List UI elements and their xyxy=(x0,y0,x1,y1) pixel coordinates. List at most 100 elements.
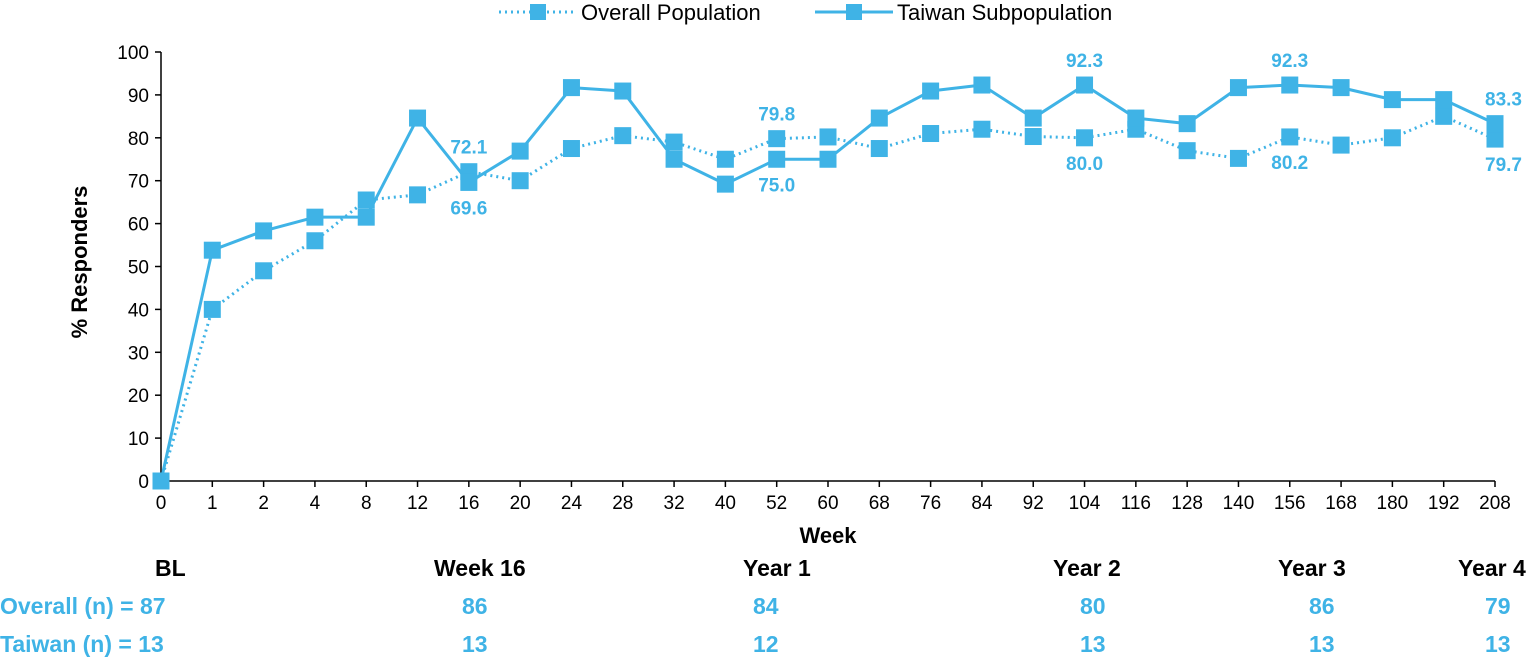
y-tick-label: 20 xyxy=(128,386,149,407)
x-tick-label: 180 xyxy=(1377,493,1409,514)
taiwan-point xyxy=(255,222,273,240)
overall-point xyxy=(1281,128,1299,146)
n-header-year1: Year 1 xyxy=(743,555,811,581)
legend: Overall Population Taiwan Subpopulation xyxy=(499,0,1112,25)
overall-point xyxy=(255,262,273,280)
x-tick-label: 168 xyxy=(1325,493,1357,514)
y-tick-label: 40 xyxy=(128,300,149,321)
taiwan-point xyxy=(665,150,683,168)
taiwan-point xyxy=(562,79,580,97)
legend-taiwan-marker xyxy=(846,4,862,20)
taiwan-point xyxy=(1127,109,1145,127)
overall-point xyxy=(1076,129,1094,147)
y-tick-label: 30 xyxy=(128,343,149,364)
x-tick-label: 24 xyxy=(561,493,583,514)
data-label: 75.0 xyxy=(758,175,795,196)
x-tick-label: 20 xyxy=(510,493,531,514)
n-taiwan-year3: 13 xyxy=(1309,631,1335,657)
data-label: 72.1 xyxy=(450,138,487,159)
n-taiwan-label: Taiwan (n) = 13 xyxy=(0,631,164,657)
x-tick-label: 140 xyxy=(1223,493,1255,514)
legend-overall-marker xyxy=(530,4,546,20)
taiwan-point xyxy=(357,208,375,226)
taiwan-point xyxy=(1229,79,1247,97)
overall-point xyxy=(409,186,427,204)
taiwan-point xyxy=(152,472,170,490)
data-label: 79.8 xyxy=(758,105,795,126)
data-label: 69.6 xyxy=(450,198,487,219)
x-tick-label: 192 xyxy=(1428,493,1460,514)
taiwan-point xyxy=(1076,76,1094,94)
overall-point xyxy=(1486,130,1504,148)
x-tick-label: 116 xyxy=(1121,493,1151,514)
overall-point xyxy=(922,125,940,143)
y-tick-label: 0 xyxy=(138,472,149,493)
n-overall-label: Overall (n) = 87 xyxy=(0,593,166,619)
x-tick-label: 40 xyxy=(715,493,736,514)
x-tick-label: 68 xyxy=(869,493,890,514)
x-tick-label: 16 xyxy=(458,493,479,514)
x-tick-label: 2 xyxy=(258,493,269,514)
n-header-week16: Week 16 xyxy=(434,555,526,581)
taiwan-point xyxy=(1178,115,1196,133)
x-tick-label: 12 xyxy=(407,493,428,514)
overall-point xyxy=(665,133,683,151)
n-taiwan-year4: 13 xyxy=(1485,631,1511,657)
taiwan-point xyxy=(716,175,734,193)
data-label: 92.3 xyxy=(1066,51,1103,72)
n-overall-year3: 86 xyxy=(1309,593,1335,619)
n-header-year3: Year 3 xyxy=(1278,555,1346,581)
taiwan-point xyxy=(1383,91,1401,109)
y-axis-title: % Responders xyxy=(67,186,92,339)
taiwan-point xyxy=(870,109,888,127)
y-tick-label: 100 xyxy=(117,43,149,64)
x-tick-label: 104 xyxy=(1069,493,1101,514)
overall-point xyxy=(306,232,324,250)
overall-point xyxy=(511,172,529,190)
x-tick-label: 28 xyxy=(612,493,633,514)
n-taiwan-week16: 13 xyxy=(462,631,488,657)
x-tick-label: 76 xyxy=(920,493,941,514)
overall-point xyxy=(1229,149,1247,167)
taiwan-point xyxy=(460,173,478,191)
x-tick-label: 52 xyxy=(766,493,787,514)
responder-line-chart: Overall Population Taiwan Subpopulation … xyxy=(67,0,1522,548)
overall-point xyxy=(819,128,837,146)
taiwan-point xyxy=(1024,109,1042,127)
y-tick-label: 50 xyxy=(128,258,149,279)
x-tick-label: 1 xyxy=(207,493,218,514)
n-header-bl: BL xyxy=(155,555,186,581)
overall-point xyxy=(870,140,888,158)
x-tick-label: 92 xyxy=(1023,493,1044,514)
x-tick-label: 84 xyxy=(971,493,993,514)
n-header-year2: Year 2 xyxy=(1053,555,1121,581)
overall-point xyxy=(1383,129,1401,147)
overall-point xyxy=(614,127,632,145)
x-tick-label: 208 xyxy=(1479,493,1511,514)
n-header-year4: Year 4 xyxy=(1458,555,1526,581)
x-tick-label: 156 xyxy=(1274,493,1306,514)
n-overall-year2: 80 xyxy=(1080,593,1106,619)
overall-point xyxy=(1332,136,1350,154)
overall-point xyxy=(1435,107,1453,125)
taiwan-point xyxy=(409,109,427,127)
y-tick-label: 60 xyxy=(128,215,149,236)
data-labels: 72.1 69.6 79.8 75.0 92.3 80.0 92.3 80.2 83.3 79.7 xyxy=(450,51,1522,219)
overall-point xyxy=(768,130,786,148)
overall-point xyxy=(716,150,734,168)
overall-point xyxy=(1178,142,1196,160)
overall-point xyxy=(1024,128,1042,146)
taiwan-point xyxy=(1332,79,1350,97)
taiwan-point xyxy=(819,150,837,168)
x-tick-label: 8 xyxy=(361,493,372,514)
overall-point xyxy=(562,140,580,158)
y-tick-label: 10 xyxy=(128,429,149,450)
taiwan-point xyxy=(768,150,786,168)
y-ticks: 0 10 20 30 40 50 60 70 80 90 100 xyxy=(117,43,161,493)
x-tick-label: 0 xyxy=(156,493,167,514)
data-label: 80.2 xyxy=(1271,153,1308,174)
x-ticks: 0 1 2 4 8 12 16 20 24 28 32 40 52 60 68 76 84 92 104 116 128… xyxy=(156,481,1511,514)
taiwan-point xyxy=(922,82,940,100)
taiwan-point xyxy=(1486,115,1504,133)
y-tick-label: 70 xyxy=(128,172,149,193)
